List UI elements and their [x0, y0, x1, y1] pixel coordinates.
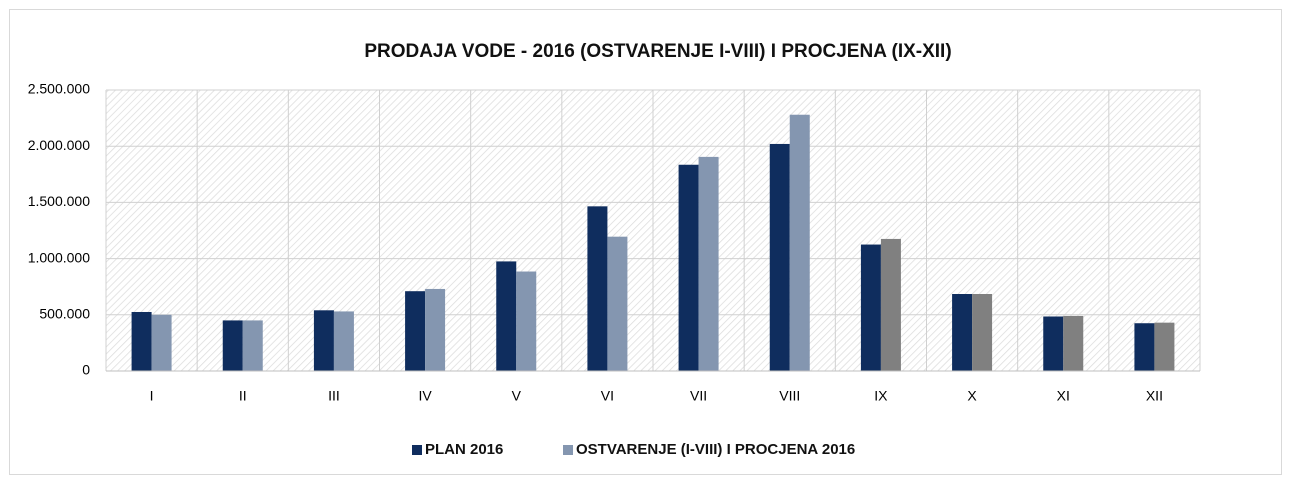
x-tick-label: VII: [690, 388, 707, 404]
y-tick-label: 1.000.000: [28, 249, 90, 265]
bar: [1043, 316, 1064, 371]
bar: [587, 206, 608, 371]
legend-label: PLAN 2016: [425, 441, 503, 458]
x-tick-label: XI: [1057, 388, 1070, 404]
y-tick-label: 2.000.000: [28, 137, 90, 153]
bar: [242, 320, 263, 371]
legend-swatch: [412, 445, 422, 455]
bar: [698, 156, 719, 371]
x-tick-label: IX: [874, 388, 888, 404]
x-tick-label: V: [512, 388, 522, 404]
x-tick-label: I: [150, 388, 154, 404]
legend-label: OSTVARENJE (I-VIII) I PROCJENA 2016: [576, 441, 855, 458]
bar: [131, 311, 152, 371]
chart-title: PRODAJA VODE - 2016 (OSTVARENJE I-VIII) …: [364, 41, 951, 62]
bar: [425, 288, 446, 371]
x-tick-label: IV: [418, 388, 432, 404]
bar: [880, 238, 901, 371]
bar: [860, 244, 881, 371]
bar: [151, 314, 172, 371]
bar: [607, 236, 628, 371]
bar: [313, 310, 334, 371]
y-tick-label: 1.500.000: [28, 193, 90, 209]
bar: [1063, 315, 1084, 371]
x-tick-label: III: [328, 388, 340, 404]
y-tick-label: 2.500.000: [28, 81, 90, 97]
x-tick-label: X: [967, 388, 977, 404]
y-tick-label: 500.000: [39, 306, 90, 322]
bar: [789, 114, 810, 371]
bar: [952, 294, 973, 371]
bar: [972, 294, 993, 371]
legend-swatch: [563, 445, 573, 455]
x-tick-label: VI: [601, 388, 614, 404]
bar: [405, 291, 426, 371]
y-tick-label: 0: [82, 362, 90, 378]
bar: [496, 261, 517, 371]
x-tick-label: II: [239, 388, 247, 404]
bar: [516, 271, 537, 371]
bar: [769, 143, 790, 371]
bar: [1154, 322, 1175, 371]
x-tick-label: VIII: [779, 388, 800, 404]
bar: [333, 311, 354, 371]
x-tick-label: XII: [1146, 388, 1163, 404]
bar: [678, 164, 699, 371]
bar: [222, 320, 243, 371]
bar: [1134, 323, 1155, 371]
